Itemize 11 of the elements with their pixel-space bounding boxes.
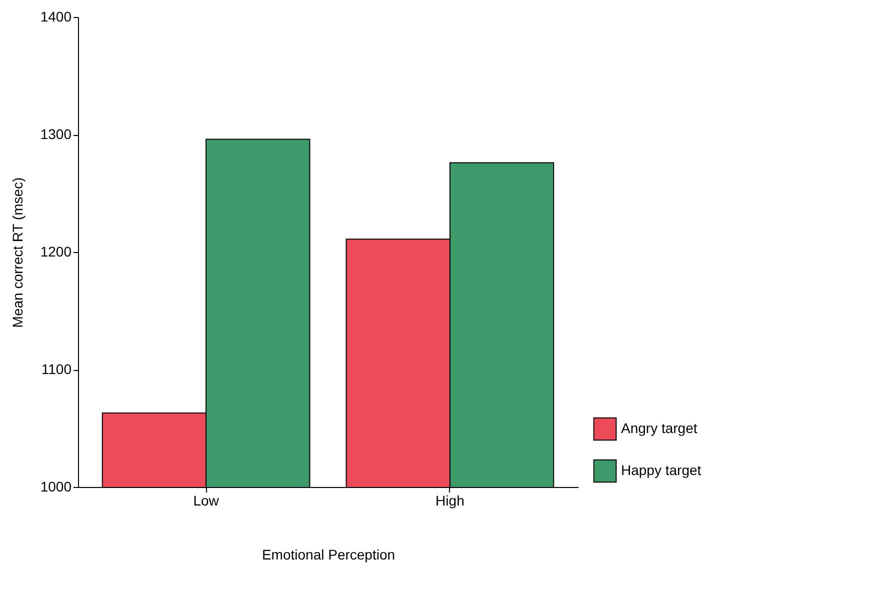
legend-label: Happy target (621, 462, 702, 478)
y-tick-label: 1100 (41, 361, 72, 377)
y-tick-label: 1400 (40, 8, 72, 24)
y-tick-label: 1300 (40, 126, 72, 142)
x-tick-label: High (436, 492, 464, 508)
x-tick-label: Low (193, 492, 220, 508)
y-tick-label: 1200 (40, 244, 72, 260)
x-axis-title: Emotional Perception (262, 546, 396, 562)
y-tick-label: 1000 (40, 478, 72, 494)
legend-label: Angry target (621, 420, 698, 436)
y-axis-title: Mean correct RT (msec) (9, 177, 26, 328)
